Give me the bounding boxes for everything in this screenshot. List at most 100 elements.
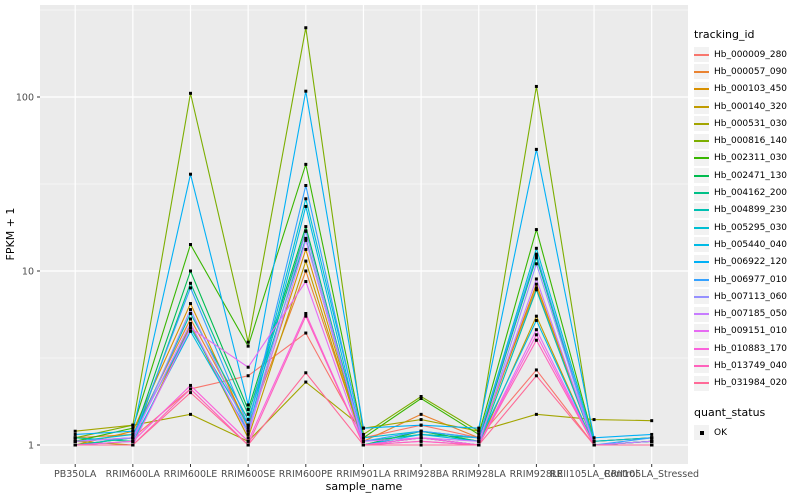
data-point: [246, 418, 250, 422]
data-point: [304, 197, 308, 201]
legend-key: [694, 47, 709, 63]
legend-label: Hb_000531_030: [714, 118, 788, 129]
data-point: [419, 439, 423, 443]
data-point: [246, 439, 250, 443]
legend: tracking_id Hb_000009_280 Hb_000057_090 Hb…: [688, 28, 800, 441]
legend-title: tracking_id: [694, 28, 755, 41]
legend-line-swatch: [694, 261, 709, 264]
legend-entry: Hb_006977_010: [688, 271, 800, 288]
data-point: [131, 423, 135, 427]
legend-label: Hb_000816_140: [714, 136, 788, 147]
legend-label: Hb_013749_040: [714, 360, 788, 371]
legend-entry: Hb_007113_060: [688, 288, 800, 305]
data-point: [534, 246, 538, 250]
data-point: [304, 314, 308, 318]
data-point: [361, 432, 365, 436]
legend-line-swatch: [694, 192, 709, 195]
data-point: [189, 91, 192, 95]
legend-key: [694, 341, 709, 357]
legend-key: [694, 133, 709, 149]
legend-line-swatch: [694, 382, 709, 385]
data-point: [304, 238, 308, 242]
data-point: [477, 432, 481, 436]
legend-key: [694, 254, 709, 270]
data-point: [534, 277, 538, 281]
data-point: [73, 439, 77, 443]
data-point: [304, 311, 308, 315]
legend-entry: Hb_005440_040: [688, 236, 800, 253]
data-point: [361, 426, 365, 430]
y-tick-label: 10: [22, 267, 34, 278]
legend-entry: Hb_031984_020: [688, 375, 800, 392]
x-tick-label: RRIM600SE: [221, 469, 275, 480]
data-point: [534, 368, 538, 372]
data-point: [246, 423, 250, 427]
data-point: [246, 344, 250, 348]
data-point: [477, 436, 481, 440]
data-point: [534, 282, 538, 286]
y-tick-label: 100: [16, 93, 34, 104]
data-point: [246, 365, 250, 369]
legend-line-swatch: [694, 140, 709, 143]
legend-label: Hb_000057_090: [714, 66, 788, 77]
data-point: [189, 317, 192, 321]
data-point: [246, 412, 250, 416]
legend-entry: Hb_004899_230: [688, 202, 800, 219]
legend-line-swatch: [694, 330, 709, 333]
legend-line-swatch: [694, 278, 709, 281]
legend-entry: Hb_000531_030: [688, 115, 800, 132]
legend-line-swatch: [694, 226, 709, 229]
data-point: [73, 429, 77, 433]
legend-key: [694, 323, 709, 339]
x-tick-label: RRIM928BA: [393, 469, 449, 480]
x-tick-label: PB350LA: [54, 469, 97, 480]
data-point: [246, 407, 250, 411]
legend-label: Hb_004162_200: [714, 188, 788, 199]
data-point: [189, 383, 192, 387]
data-point: [304, 269, 308, 273]
data-point: [592, 436, 596, 440]
data-point: [189, 269, 192, 273]
legend-label: Hb_000140_320: [714, 101, 788, 112]
data-point: [534, 286, 538, 290]
data-point: [477, 426, 481, 430]
legend-key: [694, 425, 709, 441]
legend-key: [694, 306, 709, 322]
data-point: [477, 439, 481, 443]
legend-key: [694, 81, 709, 97]
data-point: [477, 429, 481, 433]
data-point: [419, 418, 423, 422]
data-point: [246, 436, 250, 440]
data-point: [246, 429, 250, 433]
legend-label: Hb_006977_010: [714, 274, 788, 285]
legend-key: [694, 168, 709, 184]
data-point: [534, 262, 538, 266]
data-point: [419, 412, 423, 416]
legend-label: Hb_006922_120: [714, 257, 788, 268]
data-point: [534, 333, 538, 337]
legend-label: Hb_010883_170: [714, 343, 788, 354]
data-point: [592, 439, 596, 443]
data-point: [592, 443, 596, 447]
x-tick-label: RRIM600LE: [164, 469, 218, 480]
data-point: [304, 259, 308, 263]
legend-line-swatch: [694, 122, 709, 125]
legend-line-swatch: [694, 347, 709, 350]
data-point: [189, 281, 192, 285]
legend-line-swatch: [694, 243, 709, 246]
legend-entry: Hb_005295_030: [688, 219, 800, 236]
data-point: [304, 184, 308, 188]
legend-entry: Hb_006922_120: [688, 254, 800, 271]
legend-key: [694, 237, 709, 253]
data-point: [650, 432, 654, 436]
data-point: [246, 340, 250, 344]
data-point: [304, 89, 308, 93]
data-point: [419, 423, 423, 427]
legend-key: [694, 220, 709, 236]
legend-label: Hb_004899_230: [714, 205, 788, 216]
quant-legend-title: quant_status: [694, 405, 766, 419]
x-tick-label: RRIM600PE: [279, 469, 333, 480]
data-point: [650, 436, 654, 440]
